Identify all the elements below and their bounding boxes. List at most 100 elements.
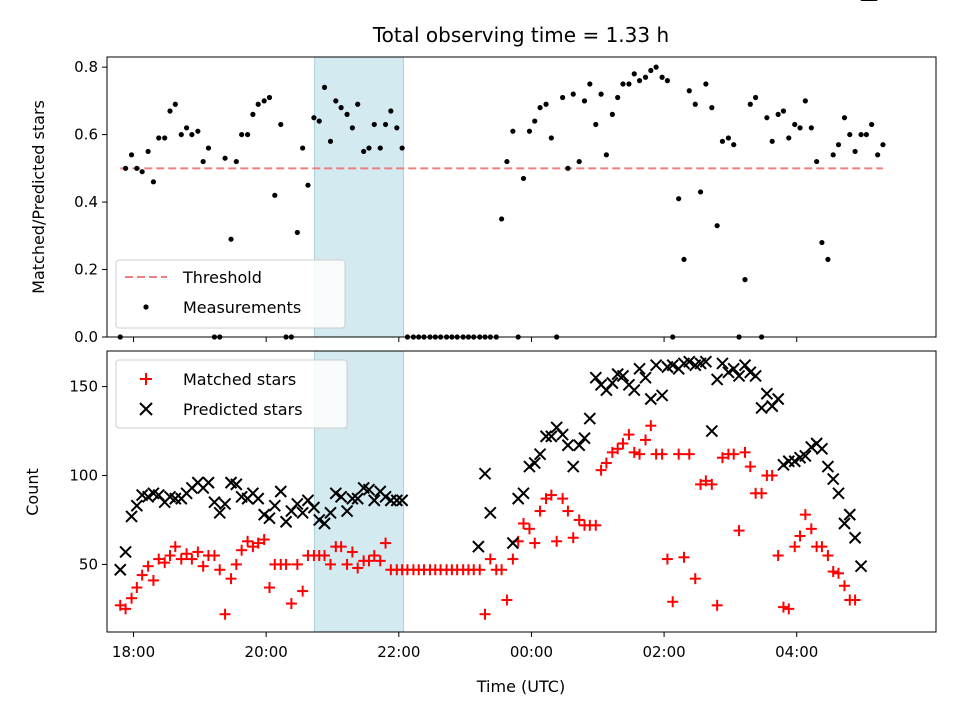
measurement-point — [300, 145, 306, 151]
bottom-axes-frame — [106, 350, 937, 633]
predicted-star-point — [395, 494, 409, 507]
measurement-point — [255, 101, 261, 107]
measurement-point — [725, 135, 732, 141]
measurement-point — [261, 98, 267, 104]
matched-star-point — [562, 505, 574, 517]
matched-star-point — [142, 560, 154, 572]
predicted-star-point — [738, 359, 752, 372]
measurement-point — [747, 101, 753, 107]
predicted-star-point — [683, 355, 696, 368]
measurement-point — [167, 108, 173, 114]
predicted-star-point — [324, 506, 337, 520]
predicted-star-point — [130, 499, 144, 512]
measurement-point — [305, 182, 311, 188]
measurement-point — [587, 81, 593, 87]
measurement-point — [676, 196, 682, 202]
predicted-star-point — [506, 536, 520, 550]
predicted-star-point — [313, 513, 326, 527]
measurement-point — [875, 152, 881, 158]
measurement-point — [156, 135, 162, 141]
predicted-star-point — [628, 383, 641, 397]
measurement-point — [576, 158, 582, 165]
measurement-point — [609, 111, 615, 117]
predicted-star-point — [821, 460, 835, 473]
matched-star-point — [590, 519, 602, 531]
measurement-point — [327, 138, 334, 144]
matched-star-point — [849, 594, 861, 606]
matched-star-point — [673, 448, 685, 460]
measurement-point — [825, 256, 831, 263]
predicted-star-point — [583, 412, 597, 425]
measurement-point — [714, 223, 720, 229]
measurement-point — [653, 64, 659, 70]
measurement-point — [532, 118, 538, 124]
measurement-point — [560, 94, 566, 101]
predicted-star-point — [545, 430, 558, 443]
matched-star-point — [733, 525, 745, 537]
matched-star-point — [181, 548, 193, 560]
predicted-star-point — [202, 476, 215, 489]
predicted-star-point — [749, 369, 762, 383]
measurement-point — [321, 84, 328, 90]
predicted-star-point — [279, 515, 293, 528]
matched-star-point — [507, 553, 519, 565]
measurement-point — [692, 101, 698, 107]
predicted-star-point — [755, 401, 768, 415]
measurement-point — [709, 105, 715, 111]
matched-star-point — [678, 551, 690, 563]
predicted-star-point — [572, 439, 586, 452]
predicted-star-point — [218, 497, 232, 511]
top-y-ticks: 0.0 0.2 0.4 0.6 0.8 — [74, 58, 107, 346]
ratio-subplot: Total observing time = 1.33 h 0.00.20.40… — [29, 23, 937, 346]
measurement-point — [128, 152, 135, 158]
matched-star-point — [214, 564, 226, 576]
predicted-star-point — [805, 440, 818, 454]
x-tick-label: 00:00 — [510, 643, 553, 661]
measurement-point — [205, 145, 212, 151]
measurement-point — [847, 131, 853, 138]
measurement-point — [355, 101, 361, 107]
measurement-point — [802, 98, 808, 104]
matched-star-point — [728, 448, 740, 460]
measurement-point — [228, 236, 234, 242]
matched-star-point — [285, 598, 297, 610]
measurement-point — [382, 121, 389, 128]
measurement-point — [504, 158, 510, 165]
matched-star-point — [120, 603, 132, 615]
matched-star-point — [777, 601, 789, 613]
measurement-point — [189, 131, 195, 138]
measurement-point — [642, 74, 649, 80]
matched-star-point — [573, 514, 585, 526]
measurement-point — [775, 111, 781, 117]
matched-star-point — [197, 560, 209, 572]
matched-star-point — [744, 461, 756, 473]
measurement-point — [377, 145, 383, 151]
measurement-point — [388, 108, 394, 114]
measurement-point — [338, 105, 344, 111]
predicted-star-point — [727, 362, 740, 375]
matched-star-point — [169, 541, 181, 553]
matched-star-point — [225, 573, 237, 585]
predicted-star-point — [268, 499, 281, 512]
matched-star-point — [153, 553, 165, 565]
matched-star-point — [656, 448, 668, 460]
matched-star-point — [335, 541, 347, 553]
matched-star-point — [827, 566, 839, 578]
measurement-point — [780, 108, 787, 114]
measurement-point — [543, 101, 549, 107]
predicted-star-point — [606, 376, 619, 390]
matched-star-point — [346, 546, 358, 558]
matched-star-point — [783, 603, 795, 615]
matched-star-point — [131, 582, 143, 594]
measurement-point — [250, 111, 256, 117]
bottom-legend-box — [115, 359, 348, 429]
measurement-point — [753, 94, 759, 101]
measurement-point — [366, 145, 372, 151]
x-axis-label: Time (UTC) — [476, 677, 565, 696]
matched-star-point — [159, 557, 171, 569]
predicted-star-point — [788, 455, 801, 468]
measurement-point — [172, 101, 178, 107]
predicted-star-point — [838, 517, 851, 530]
predicted-star-point — [639, 371, 652, 384]
predicted-star-point — [291, 497, 304, 511]
